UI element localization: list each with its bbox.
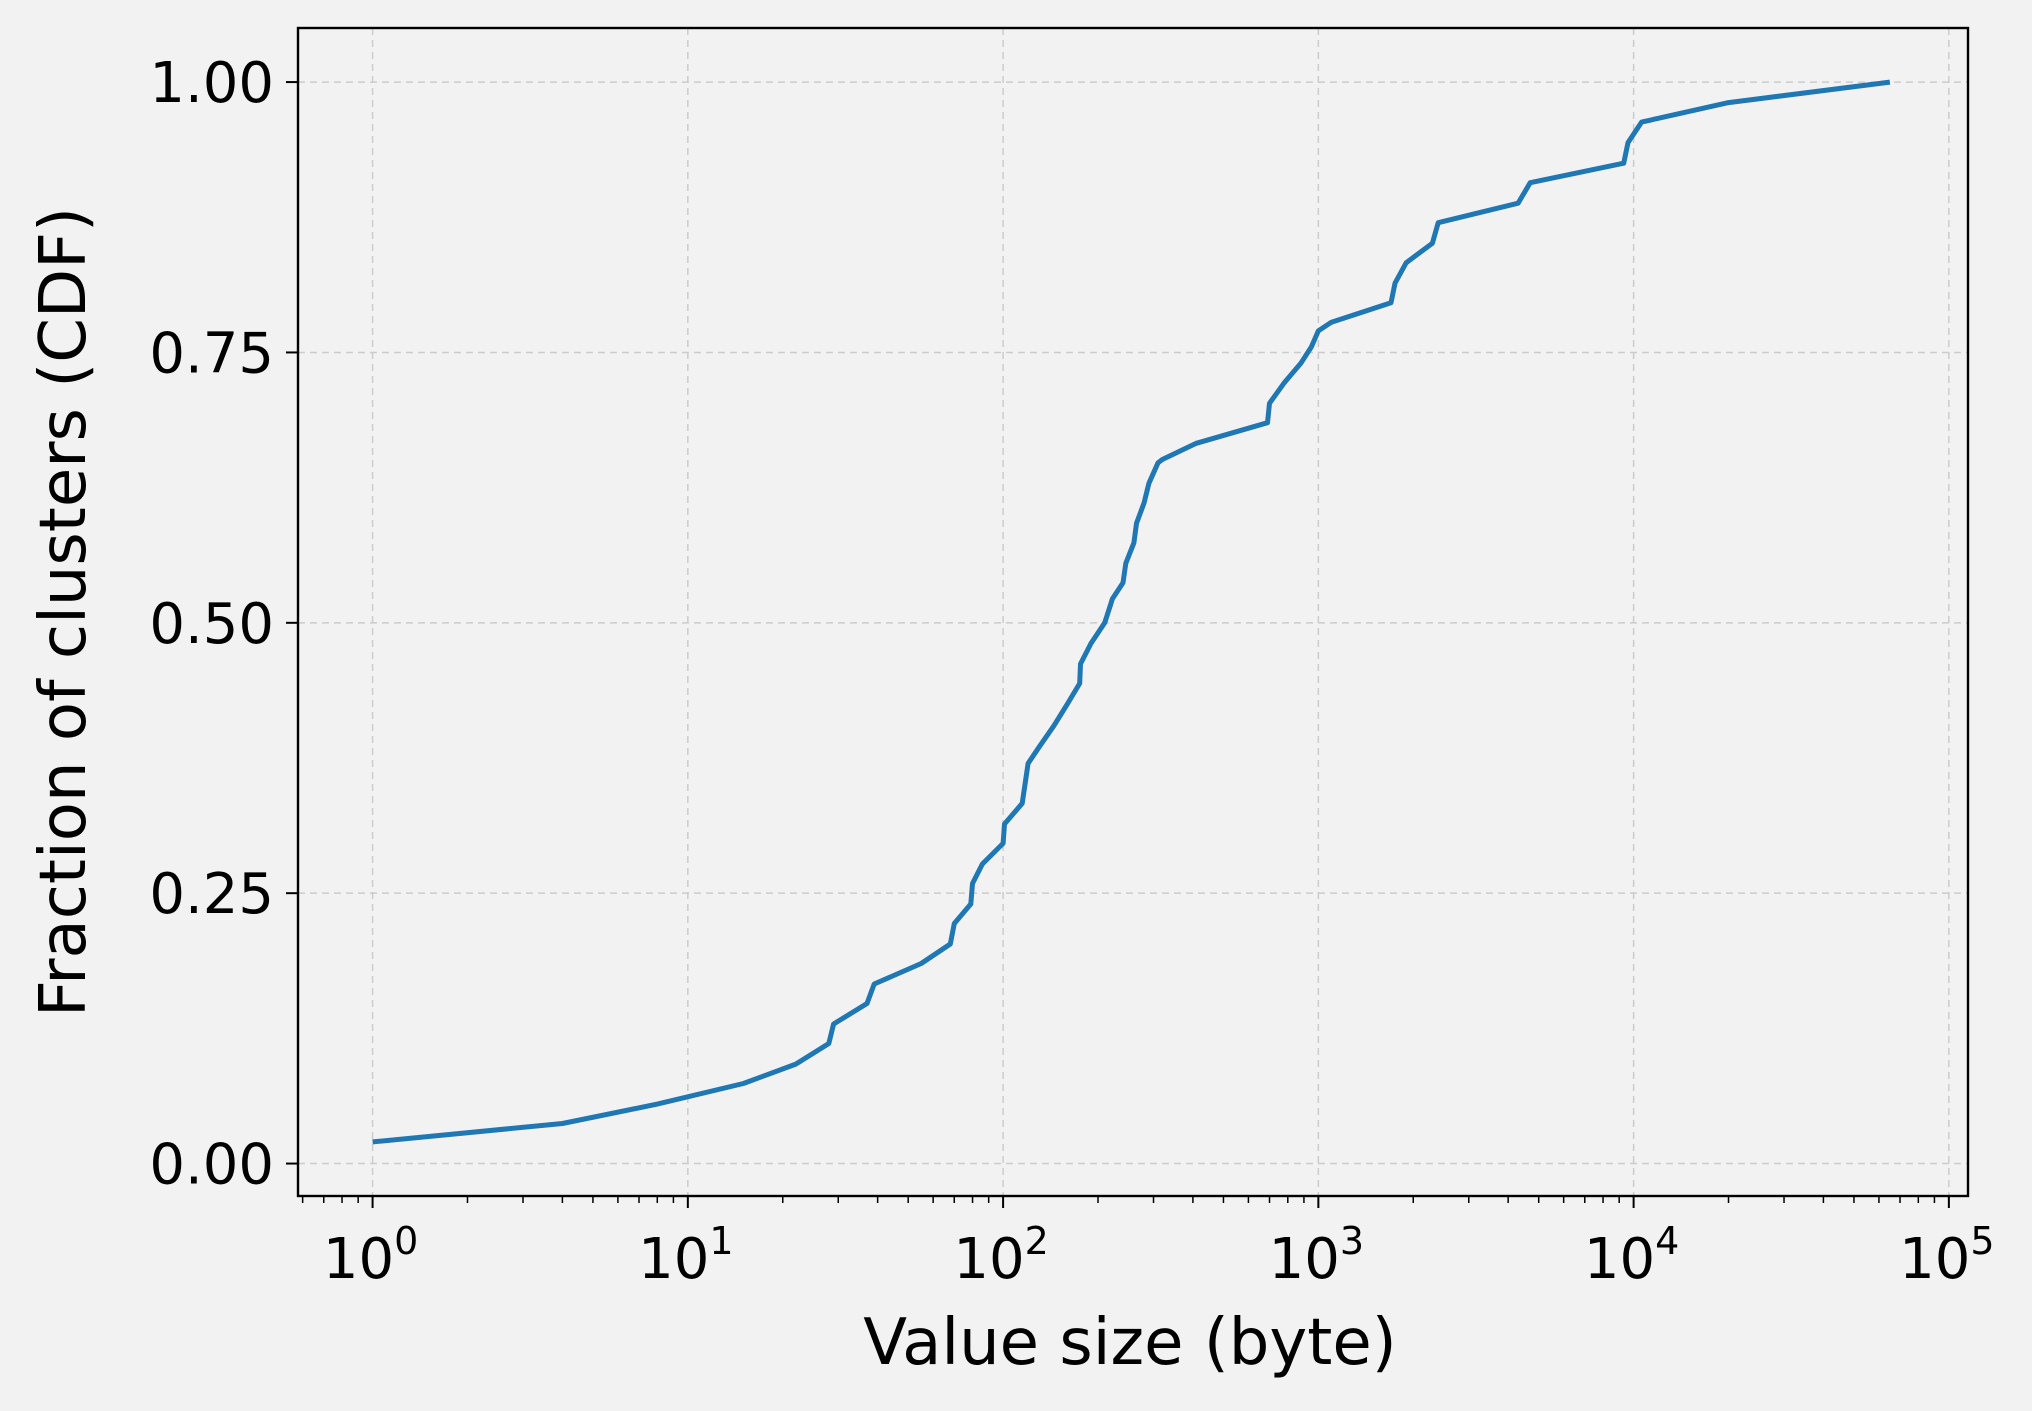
x-tick-exponent: 0 [394,1219,418,1263]
x-tick-base: 10 [638,1227,709,1292]
y-tick-label: 0.25 [149,862,274,927]
x-tick-exponent: 1 [709,1219,733,1263]
x-tick-label: 101 [638,1219,733,1292]
x-tick-exponent: 2 [1025,1219,1049,1263]
x-tick-exponent: 4 [1655,1219,1679,1263]
x-tick-base: 10 [953,1227,1024,1292]
plot-area-background [298,28,1968,1196]
y-axis-label: Fraction of clusters (CDF) [27,207,101,1017]
x-tick-base: 10 [323,1227,394,1292]
y-tick-label: 1.00 [149,51,274,116]
y-tick-label: 0.75 [149,321,274,386]
x-tick-label: 104 [1584,1219,1679,1292]
x-tick-base: 10 [1269,1227,1340,1292]
x-tick-label: 102 [953,1219,1048,1292]
x-tick-exponent: 5 [1970,1219,1994,1263]
y-axis-ticks: 0.00 0.25 0.50 0.75 1.00 [149,51,298,1198]
plot-frame [296,26,1970,1198]
x-tick-base: 10 [1584,1227,1655,1292]
x-axis-ticks: 100 101 102 103 104 105 [323,1196,1995,1292]
data-layer [372,79,1891,1145]
x-tick-label: 100 [323,1219,418,1292]
x-tick-label: 103 [1269,1219,1364,1292]
x-axis-label: Value size (byte) [863,1306,1396,1380]
y-tick-label: 0.00 [149,1133,274,1198]
x-tick-base: 10 [1899,1227,1970,1292]
cdf-series-line [372,79,1891,1145]
y-tick-label: 0.50 [149,592,274,657]
grid-lines [298,28,1968,1196]
x-tick-exponent: 3 [1340,1219,1364,1263]
x-tick-label: 105 [1899,1219,1994,1292]
